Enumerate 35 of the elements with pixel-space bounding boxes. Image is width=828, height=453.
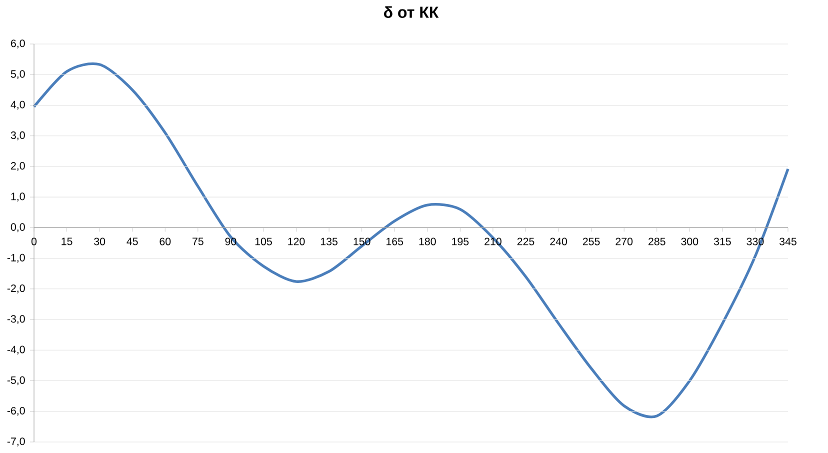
x-tick-label: 165 [386, 238, 404, 246]
y-tick-label: -4,0 [7, 346, 25, 355]
x-tick-label: 300 [681, 238, 698, 246]
y-tick-label: 5,0 [10, 70, 25, 80]
y-tick-label: -7,0 [7, 438, 25, 446]
x-tick-label: 285 [648, 238, 666, 246]
x-tick-label: 45 [126, 238, 138, 246]
x-tick-label: 15 [62, 238, 72, 246]
y-tick-label: 3,0 [10, 131, 25, 140]
x-tick-label: 120 [288, 238, 305, 246]
y-tick-label: -5,0 [7, 376, 25, 386]
x-tick-label: 240 [550, 238, 568, 246]
x-tick-label: 225 [517, 238, 534, 246]
y-tick-label: -3,0 [7, 315, 25, 324]
x-tick-label: 75 [192, 238, 204, 246]
x-tick-label: 135 [320, 238, 338, 246]
y-tick-label: 1,0 [11, 192, 25, 202]
x-tick-label: 270 [616, 238, 633, 246]
x-tick-label: 255 [582, 238, 600, 246]
y-tick-label: 0,0 [10, 223, 25, 232]
x-tick-label: 0 [31, 238, 37, 246]
x-tick-label: 30 [94, 238, 106, 246]
y-tick-label: -1,0 [7, 254, 25, 263]
y-tick-label: 6,0 [11, 40, 25, 48]
x-tick-label: 195 [452, 238, 469, 246]
x-tick-label: 60 [160, 238, 171, 246]
y-tick-label: 4,0 [10, 100, 25, 110]
x-tick-label: 180 [419, 238, 436, 246]
chart-title: δ от КК [384, 6, 439, 18]
y-tick-label: -6,0 [7, 406, 25, 416]
x-tick-label: 315 [714, 238, 731, 246]
x-tick-label: 345 [779, 238, 796, 246]
y-tick-label: -2,0 [7, 284, 25, 294]
y-tick-label: 2,0 [11, 162, 25, 171]
x-tick-label: 105 [255, 238, 272, 246]
